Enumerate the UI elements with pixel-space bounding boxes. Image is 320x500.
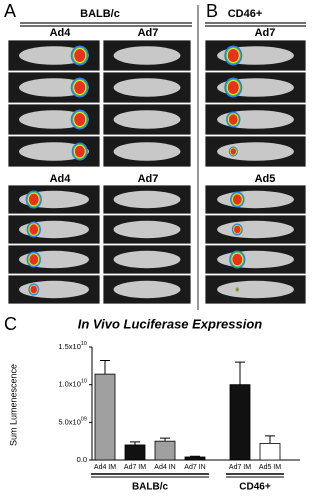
signal <box>228 114 238 125</box>
error-bar <box>190 455 200 457</box>
tick-text: 5.0x10 <box>58 417 81 426</box>
y-axis-label: Sum Lumenescence <box>8 364 18 446</box>
signal <box>30 285 38 294</box>
mouse-body <box>113 280 181 299</box>
panel-label: B <box>206 1 218 21</box>
mouse-body <box>217 280 294 299</box>
signal <box>74 113 86 126</box>
signal <box>236 288 239 291</box>
bar <box>94 373 116 461</box>
chart-title: In Vivo Luciferase Expression <box>78 316 263 331</box>
bar <box>229 384 251 461</box>
mouse-body <box>217 142 294 161</box>
group-label: BALB/c <box>80 8 120 20</box>
signal <box>29 224 39 235</box>
signal <box>74 145 85 158</box>
mouse-body <box>113 142 181 161</box>
error-bar <box>160 437 170 442</box>
x-tick-label: Ad7 IN <box>184 464 205 471</box>
panel-label: A <box>4 1 16 21</box>
tick-exponent: 09 <box>81 417 87 423</box>
virus-label: Ad7 <box>138 173 159 185</box>
tick-text: 1.5x10 <box>58 342 81 351</box>
bar <box>184 456 206 461</box>
signal <box>230 148 237 155</box>
x-tick-label: Ad4 IM <box>94 464 116 471</box>
mouse-body <box>19 46 89 65</box>
error-bar <box>100 360 110 375</box>
x-tick-label: Ad7 IM <box>229 464 251 471</box>
bar <box>259 443 281 461</box>
error-bar <box>265 435 275 444</box>
mouse-body <box>113 46 181 65</box>
tick-exponent: 10 <box>81 341 87 347</box>
mouse-body <box>113 250 181 269</box>
virus-label: Ad4 <box>50 27 72 39</box>
signal <box>227 81 239 94</box>
group-label: CD46+ <box>239 482 271 493</box>
signal <box>74 49 86 62</box>
mouse-body <box>217 250 294 269</box>
y-tick-label: 1.5x1010 <box>58 341 87 351</box>
x-tick-label: Ad5 IM <box>259 464 281 471</box>
signal <box>232 194 242 205</box>
bar <box>154 440 176 461</box>
group-label: CD46+ <box>228 8 263 20</box>
x-tick-label: Ad7 IM <box>124 464 146 471</box>
mouse-body <box>19 142 89 161</box>
signal <box>227 49 239 62</box>
mouse-body <box>113 110 181 129</box>
signal <box>234 225 241 234</box>
signal <box>28 193 39 206</box>
figure: A BALB/c B CD46+ Ad4 Ad7 Ad4 Ad7 Ad7 Ad5… <box>4 1 307 493</box>
panel-label: C <box>4 314 17 334</box>
virus-label: Ad7 <box>138 27 159 39</box>
virus-label: Ad5 <box>255 173 276 185</box>
mouse-body <box>217 220 294 239</box>
mouse-images <box>7 39 307 305</box>
error-bar <box>130 441 140 445</box>
error-bar <box>235 361 245 385</box>
group-label: BALB/c <box>132 482 169 493</box>
mouse-body <box>19 78 89 97</box>
y-tick-label: 5.0x1009 <box>58 417 87 427</box>
virus-label: Ad4 <box>50 173 72 185</box>
signal <box>29 254 39 265</box>
signal <box>74 81 86 94</box>
tick-exponent: 10 <box>81 379 87 385</box>
mouse-body <box>113 190 181 209</box>
mouse-body <box>19 110 89 129</box>
y-tick-label: 1.0x1010 <box>58 379 87 389</box>
mouse-body <box>217 190 294 209</box>
y-tick-label: 0.0 <box>77 455 87 464</box>
virus-label: Ad7 <box>255 27 276 39</box>
tick-text: 1.0x10 <box>58 380 81 389</box>
signal <box>232 253 243 266</box>
bar <box>124 444 146 461</box>
mouse-body <box>113 220 181 239</box>
x-tick-label: Ad4 IN <box>154 464 175 471</box>
mouse-body <box>113 78 181 97</box>
tick-text: 0.0 <box>77 455 87 464</box>
